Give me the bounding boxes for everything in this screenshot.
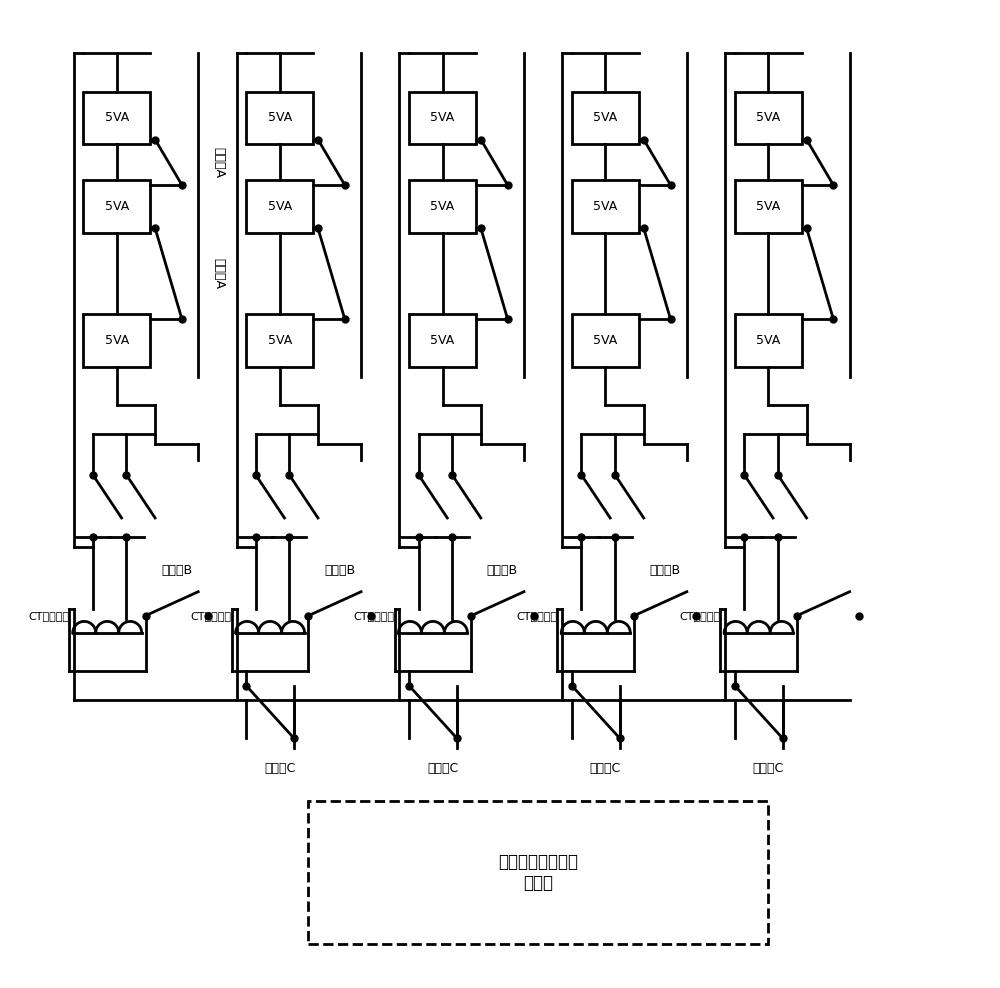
- Text: 5VA: 5VA: [105, 334, 129, 347]
- Text: 5VA: 5VA: [105, 201, 129, 213]
- Text: 继电器B: 继电器B: [161, 564, 192, 577]
- Text: 继电器C: 继电器C: [753, 762, 784, 776]
- Text: 5VA: 5VA: [756, 201, 780, 213]
- FancyBboxPatch shape: [572, 314, 639, 368]
- Text: 五通道直流电阵测
量装置: 五通道直流电阵测 量装置: [498, 853, 578, 892]
- FancyBboxPatch shape: [409, 92, 476, 144]
- Text: 继电器C: 继电器C: [427, 762, 458, 776]
- Text: 5VA: 5VA: [430, 112, 455, 124]
- FancyBboxPatch shape: [308, 800, 768, 945]
- Text: 5VA: 5VA: [268, 334, 292, 347]
- Text: 继电器B: 继电器B: [487, 564, 518, 577]
- Text: CT二次线圈: CT二次线圈: [516, 611, 557, 620]
- FancyBboxPatch shape: [83, 314, 150, 368]
- FancyBboxPatch shape: [83, 180, 150, 233]
- FancyBboxPatch shape: [409, 180, 476, 233]
- FancyBboxPatch shape: [246, 180, 313, 233]
- FancyBboxPatch shape: [246, 314, 313, 368]
- Text: 5VA: 5VA: [593, 112, 618, 124]
- Text: 继电器C: 继电器C: [264, 762, 295, 776]
- FancyBboxPatch shape: [572, 92, 639, 144]
- Text: 5VA: 5VA: [268, 112, 292, 124]
- Text: 5VA: 5VA: [430, 334, 455, 347]
- Text: CT二次线圈: CT二次线圈: [354, 611, 395, 620]
- FancyBboxPatch shape: [83, 92, 150, 144]
- Text: CT二次线圈: CT二次线圈: [679, 611, 720, 620]
- Text: 5VA: 5VA: [593, 334, 618, 347]
- Text: 5VA: 5VA: [268, 201, 292, 213]
- Text: CT二次线圈: CT二次线圈: [191, 611, 232, 620]
- Text: 5VA: 5VA: [593, 201, 618, 213]
- FancyBboxPatch shape: [735, 314, 802, 368]
- Text: 继电器A: 继电器A: [213, 147, 226, 178]
- Text: 5VA: 5VA: [756, 334, 780, 347]
- Text: 继电器B: 继电器B: [324, 564, 355, 577]
- Text: 5VA: 5VA: [105, 112, 129, 124]
- Text: 5VA: 5VA: [756, 112, 780, 124]
- Text: 继电器B: 继电器B: [650, 564, 681, 577]
- FancyBboxPatch shape: [735, 180, 802, 233]
- Text: 继电器C: 继电器C: [590, 762, 621, 776]
- Text: 继电器A: 继电器A: [213, 258, 226, 289]
- FancyBboxPatch shape: [409, 314, 476, 368]
- FancyBboxPatch shape: [735, 92, 802, 144]
- FancyBboxPatch shape: [572, 180, 639, 233]
- Text: CT二次线圈: CT二次线圈: [28, 611, 69, 620]
- FancyBboxPatch shape: [246, 92, 313, 144]
- Text: 5VA: 5VA: [430, 201, 455, 213]
